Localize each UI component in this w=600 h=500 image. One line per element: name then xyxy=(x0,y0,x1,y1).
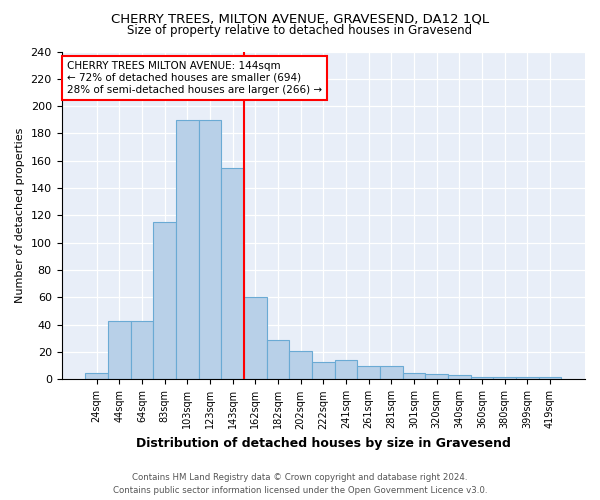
Bar xyxy=(335,360,357,380)
Bar xyxy=(425,374,448,380)
Bar xyxy=(403,372,425,380)
Text: Size of property relative to detached houses in Gravesend: Size of property relative to detached ho… xyxy=(127,24,473,37)
Bar xyxy=(539,376,561,380)
Bar xyxy=(266,340,289,380)
Bar xyxy=(448,376,470,380)
Bar xyxy=(312,362,335,380)
Bar xyxy=(493,376,516,380)
Bar xyxy=(176,120,199,380)
Bar xyxy=(244,298,266,380)
Bar xyxy=(289,350,312,380)
Bar xyxy=(131,320,154,380)
Bar xyxy=(85,372,108,380)
Y-axis label: Number of detached properties: Number of detached properties xyxy=(15,128,25,303)
Bar xyxy=(357,366,380,380)
Bar xyxy=(199,120,221,380)
Text: CHERRY TREES, MILTON AVENUE, GRAVESEND, DA12 1QL: CHERRY TREES, MILTON AVENUE, GRAVESEND, … xyxy=(111,12,489,26)
Bar xyxy=(221,168,244,380)
Bar xyxy=(516,376,539,380)
Bar xyxy=(380,366,403,380)
Bar xyxy=(108,320,131,380)
Bar xyxy=(470,376,493,380)
X-axis label: Distribution of detached houses by size in Gravesend: Distribution of detached houses by size … xyxy=(136,437,511,450)
Bar xyxy=(154,222,176,380)
Text: Contains HM Land Registry data © Crown copyright and database right 2024.
Contai: Contains HM Land Registry data © Crown c… xyxy=(113,473,487,495)
Text: CHERRY TREES MILTON AVENUE: 144sqm
← 72% of detached houses are smaller (694)
28: CHERRY TREES MILTON AVENUE: 144sqm ← 72%… xyxy=(67,62,322,94)
